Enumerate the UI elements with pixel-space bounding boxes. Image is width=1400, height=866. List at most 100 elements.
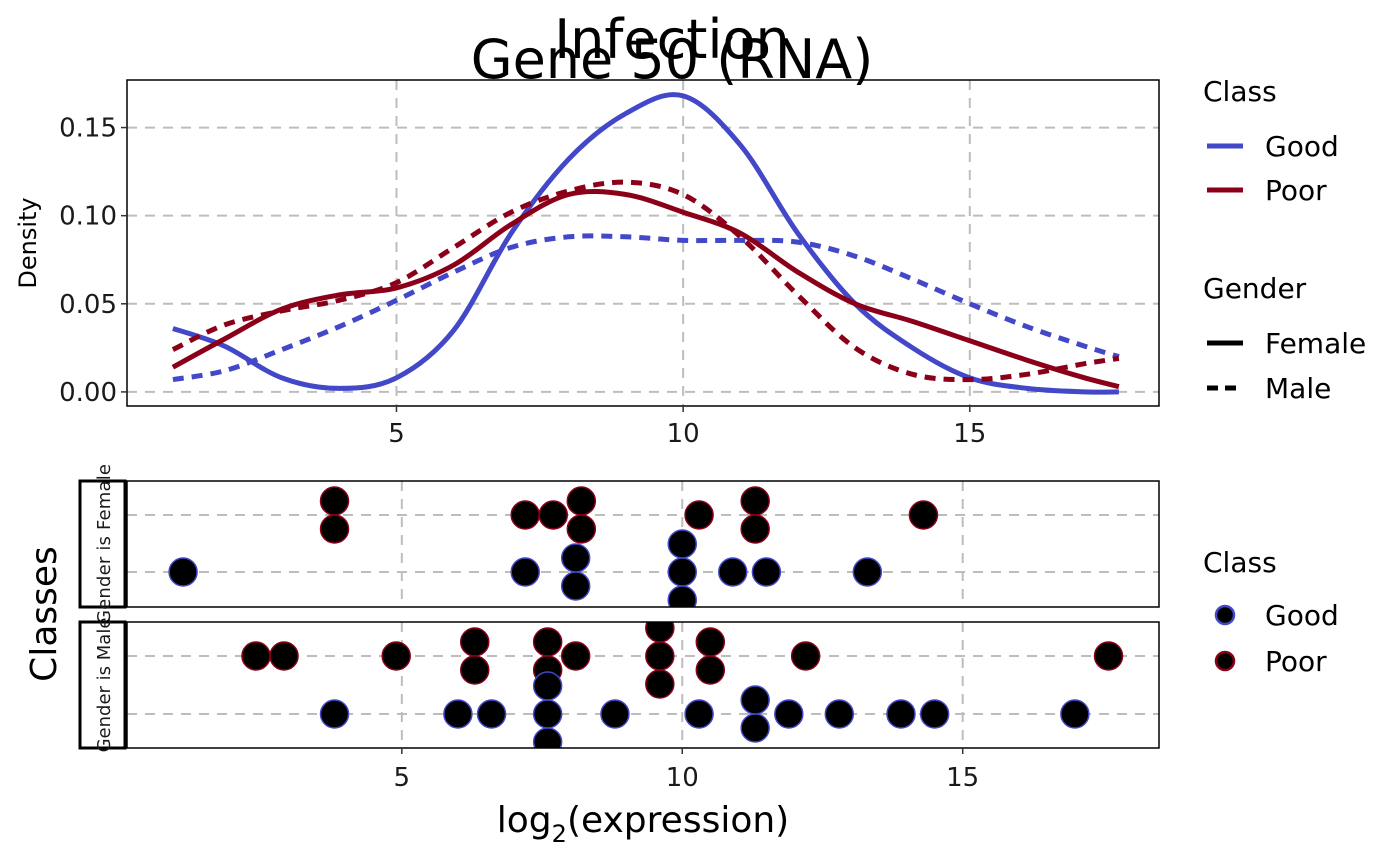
dot-good-0-4 [667, 529, 698, 559]
dot-poor-1-0 [241, 641, 271, 671]
dot-poor-1-1 [269, 641, 299, 671]
density-ytick-label-1: 0.05 [59, 290, 117, 320]
legend2-poor-label: Poor [1265, 645, 1327, 678]
dot-good-0-3 [560, 571, 591, 601]
classes-dots [168, 486, 1124, 748]
dot-good-1-10 [774, 699, 804, 729]
dot-good-1-0 [319, 699, 350, 729]
density-y-ticks: 0.00 0.05 0.10 0.15 [59, 114, 127, 408]
dot-poor-1-7 [560, 641, 591, 671]
strip-male-label: Gender is Male [94, 618, 115, 753]
density-line-good-female [172, 92, 1119, 395]
classes-xtick-label-0: 5 [394, 763, 411, 793]
density-line-poor-female [171, 189, 1120, 390]
legend-class-title: Class [1203, 75, 1277, 108]
dot-good-0-5 [667, 557, 698, 587]
title-line2: Gene 50 (RNA) [471, 28, 874, 91]
legend-female-label: Female [1265, 327, 1366, 360]
legend2-poor-dot [1214, 650, 1236, 672]
dot-poor-1-14 [1093, 641, 1124, 671]
dot-good-1-4 [532, 699, 563, 729]
dot-poor-1-13 [790, 641, 821, 671]
dot-good-0-1 [510, 557, 540, 587]
density-panel: 0.00 0.05 0.10 0.15 5 10 15 Density [14, 79, 1160, 449]
dot-good-1-3 [532, 671, 563, 701]
strip-female-box [78, 479, 127, 609]
strip-male: Gender is Male [78, 618, 127, 753]
dot-poor-0-5 [566, 514, 597, 544]
legend-item-male: Male [1207, 372, 1331, 405]
dot-poor-0-2 [510, 500, 540, 530]
density-xtick-label-2: 15 [953, 419, 986, 449]
classes-grid [127, 481, 1159, 748]
facet-frame-female [126, 480, 1160, 608]
classes-xtick-label-1: 10 [666, 763, 699, 793]
dot-poor-1-8 [645, 622, 675, 643]
dot-good-1-2 [476, 699, 507, 729]
dot-poor-0-3 [538, 500, 569, 530]
dot-good-0-2 [560, 543, 591, 573]
dot-good-1-11 [824, 699, 855, 729]
classes-x-ticks: 5 10 15 [394, 748, 979, 793]
dot-poor-0-0 [319, 486, 350, 516]
legend-top: Class Good Poor Gender Female Male [1203, 75, 1366, 405]
density-line-good-male [172, 233, 1120, 383]
legend-bottom: Class Good Poor [1203, 546, 1339, 678]
density-ytick-label-3: 0.15 [59, 114, 117, 144]
dot-poor-0-6 [684, 500, 714, 530]
dot-good-1-7 [684, 699, 714, 729]
density-line-poor-male [171, 179, 1120, 383]
strip-female: Gender is Female [78, 464, 127, 624]
legend-male-label: Male [1265, 372, 1331, 405]
legend2-good-label: Good [1265, 599, 1339, 632]
title-line1: Infection [554, 8, 790, 71]
classes-dots-panel-1 [241, 622, 1124, 748]
dot-good-1-14 [1060, 699, 1090, 729]
legend-poor-label: Poor [1265, 174, 1327, 207]
density-grid [127, 80, 1159, 406]
dot-poor-1-2 [381, 641, 411, 671]
dot-poor-1-3 [459, 627, 490, 657]
dot-good-1-1 [443, 699, 473, 729]
density-y-label: Density [14, 197, 42, 288]
strip-male-box [78, 620, 127, 750]
density-xtick-label-1: 10 [667, 419, 700, 449]
legend2-item-poor: Poor [1214, 645, 1327, 678]
density-ytick-label-0: 0.00 [59, 378, 117, 408]
density-x-ticks: 5 10 15 [388, 406, 986, 449]
classes-xtick-label-2: 15 [946, 763, 979, 793]
classes-panel: Gender is Female Gender is Male 5 10 15 Cl… [24, 464, 1160, 848]
dot-poor-0-9 [908, 500, 939, 530]
density-lines [171, 92, 1120, 395]
dot-good-1-5 [532, 727, 563, 748]
dot-poor-1-11 [695, 627, 726, 657]
dot-poor-1-9 [645, 641, 675, 671]
dot-good-1-9 [740, 713, 770, 743]
x-axis-label-base: log [497, 800, 552, 841]
x-axis-label-rest: (expression) [567, 800, 789, 841]
legend-gender-title: Gender [1203, 272, 1307, 305]
dot-good-1-13 [919, 699, 950, 729]
density-ytick-label-2: 0.10 [59, 202, 117, 232]
dot-poor-1-4 [459, 655, 490, 685]
dot-poor-1-12 [695, 655, 726, 685]
legend2-good-dot [1214, 604, 1236, 626]
dot-good-0-9 [852, 557, 883, 587]
classes-y-label: Classes [24, 546, 65, 682]
density-xtick-label-0: 5 [388, 419, 405, 449]
dot-good-1-6 [600, 699, 630, 729]
dot-poor-1-10 [645, 669, 675, 699]
x-axis-label: log2(expression) [497, 800, 789, 848]
dot-poor-0-1 [319, 514, 350, 544]
strip-female-label: Gender is Female [94, 464, 115, 624]
dot-poor-0-4 [566, 486, 597, 516]
legend-item-female: Female [1207, 327, 1366, 360]
legend-item-poor: Poor [1207, 174, 1327, 207]
dot-good-0-6 [667, 585, 698, 607]
dot-poor-1-5 [532, 627, 563, 657]
legend-good-label: Good [1265, 130, 1339, 163]
dot-good-0-8 [751, 557, 782, 587]
dot-poor-0-7 [740, 486, 770, 516]
dot-good-0-7 [717, 557, 748, 587]
